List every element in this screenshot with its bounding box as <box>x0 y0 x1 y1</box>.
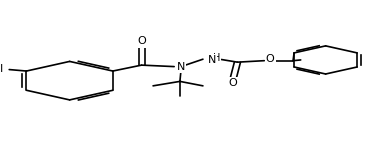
Text: H: H <box>213 53 220 63</box>
Text: N: N <box>177 62 185 72</box>
Text: O: O <box>137 36 146 46</box>
Text: O: O <box>266 54 274 64</box>
Text: I: I <box>0 64 3 74</box>
Text: O: O <box>229 78 237 88</box>
Text: N: N <box>208 55 216 65</box>
